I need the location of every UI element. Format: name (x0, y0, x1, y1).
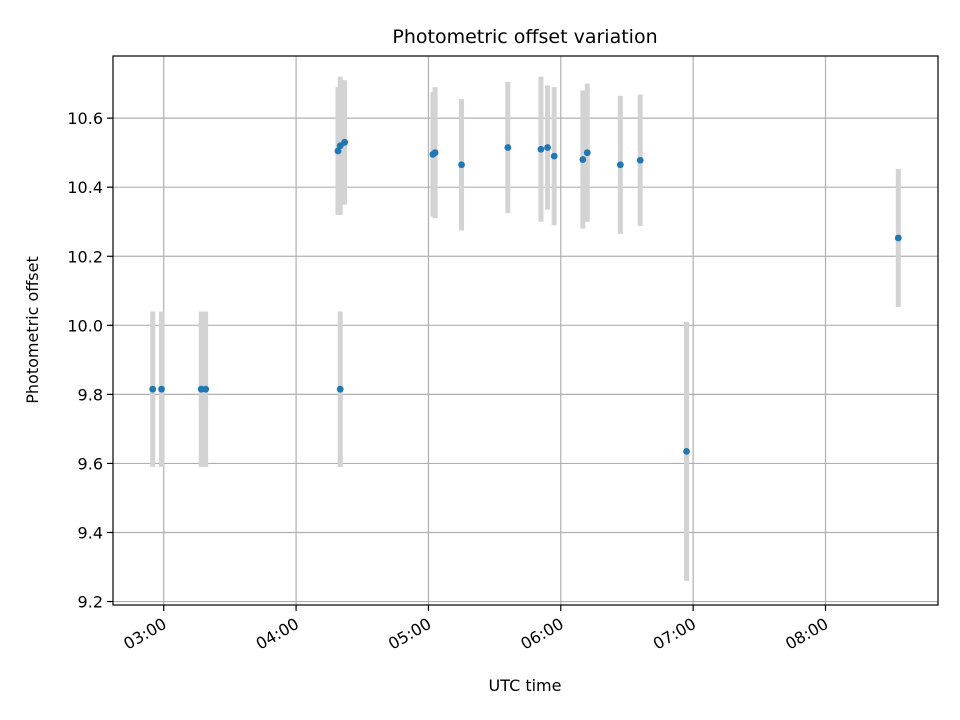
data-point (537, 145, 545, 153)
y-tick-label: 10.0 (67, 316, 103, 335)
data-points (149, 138, 902, 455)
y-axis: 9.2 9.4 9.6 9.8 10.0 10.2 10.4 10.6 (67, 109, 113, 612)
x-axis-title: UTC time (489, 676, 562, 695)
y-tick-label: 10.2 (67, 247, 103, 266)
data-point (149, 385, 157, 393)
data-point (336, 385, 344, 393)
y-axis-title: Photometric offset (23, 256, 42, 404)
grid (113, 56, 938, 605)
data-point (579, 156, 587, 163)
y-tick-label: 10.6 (67, 109, 103, 128)
y-tick-label: 9.4 (78, 523, 103, 542)
y-tick-label: 10.4 (67, 178, 103, 197)
y-tick-label: 9.2 (78, 593, 103, 612)
data-point (334, 147, 342, 155)
chart-title: Photometric offset variation (392, 26, 657, 48)
data-point (458, 161, 465, 169)
data-point (202, 385, 210, 393)
data-point (431, 149, 439, 157)
y-tick-label: 9.6 (78, 454, 103, 473)
data-point (683, 447, 690, 455)
y-tick-label: 9.8 (78, 385, 103, 404)
data-point (616, 161, 624, 169)
data-point (504, 144, 512, 151)
plot-frame (112, 55, 939, 606)
data-point (341, 138, 349, 146)
data-point (158, 385, 165, 393)
data-point (583, 149, 591, 157)
data-point (550, 152, 558, 160)
data-point (894, 234, 902, 242)
data-point (636, 156, 644, 164)
data-point (544, 144, 551, 151)
